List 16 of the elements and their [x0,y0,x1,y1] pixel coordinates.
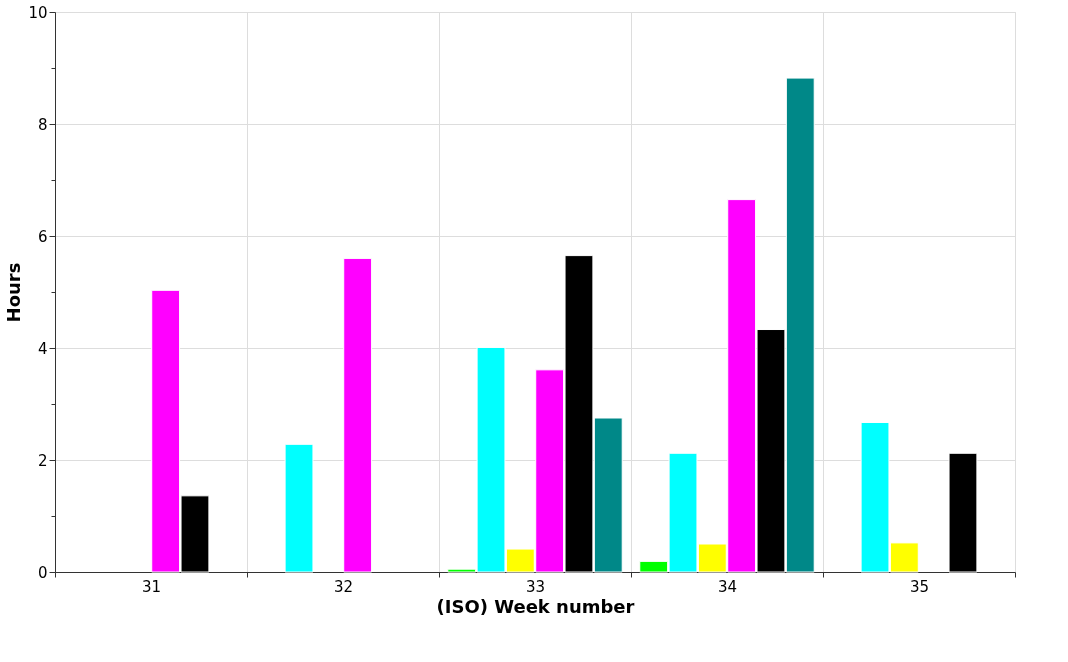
bar [948,452,978,573]
y-tick-label: 4 [37,339,48,358]
x-axis-title: (ISO) Week number [436,595,635,617]
x-tick-label: 34 [717,577,738,596]
y-tick-label: 6 [37,227,48,246]
x-tick-label: 33 [525,577,546,596]
y-tick-label: 2 [37,451,48,470]
y-tick-label: 8 [37,115,48,134]
y-tick-label: 0 [37,563,48,582]
bar [284,443,314,573]
bar [343,257,373,573]
x-tick-label: 31 [141,577,162,596]
y-axis-title: Hours [3,262,25,323]
x-tick-label: 32 [333,577,354,596]
y-tick-label: 10 [28,3,48,22]
x-tick-label: 35 [909,577,930,596]
